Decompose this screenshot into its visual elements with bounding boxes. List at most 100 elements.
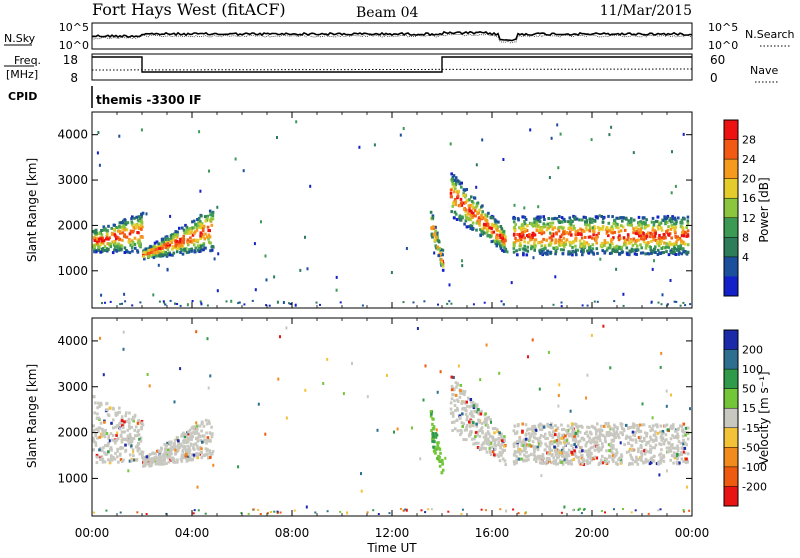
range-cell: [651, 216, 655, 220]
range-cell: [112, 223, 116, 227]
ground-cell: [446, 302, 449, 305]
range-cell: [681, 434, 685, 438]
range-cell: [628, 462, 632, 465]
range-cell: [521, 422, 524, 426]
range-cell: [172, 443, 176, 447]
range-cell: [664, 424, 667, 428]
range-cell: [670, 454, 674, 458]
range-cell: [160, 250, 164, 254]
range-cell: [135, 215, 138, 219]
range-cell: [548, 425, 551, 429]
range-cell: [566, 432, 570, 436]
range-cell: [207, 456, 210, 460]
range-cell: [194, 442, 198, 446]
range-cell: [134, 223, 138, 227]
range-cell: [118, 230, 122, 233]
range-cell: [652, 459, 656, 463]
range-cell: [624, 423, 628, 427]
range-cell: [133, 413, 137, 417]
ground-cell: [315, 301, 318, 304]
range-cell: [150, 253, 154, 257]
range-cell: [680, 218, 684, 222]
range-cell: [670, 223, 674, 227]
range-cell: [98, 426, 102, 430]
range-cell: [603, 241, 607, 245]
range-cell: [494, 447, 497, 451]
range-cell: [485, 231, 489, 235]
range-cell: [181, 241, 185, 245]
x-tick-label: 00:00: [675, 526, 710, 540]
range-cell: [161, 253, 164, 257]
sparse-cell: [253, 242, 256, 246]
range-cell: [184, 448, 188, 452]
range-cell: [205, 452, 209, 456]
range-cell: [635, 455, 638, 459]
sparse-cell: [481, 138, 484, 142]
range-cell: [480, 227, 484, 231]
sparse-cell: [335, 288, 338, 292]
range-cell: [527, 241, 530, 245]
colorbar-cell: [724, 256, 738, 277]
sparse-cell: [360, 489, 363, 493]
range-cell: [579, 242, 582, 246]
range-cell: [104, 428, 107, 432]
x-tick-label: 08:00: [275, 526, 310, 540]
range-cell: [587, 439, 591, 443]
range-cell: [578, 439, 582, 443]
range-cell: [465, 424, 469, 427]
range-cell: [658, 430, 662, 434]
range-cell: [209, 219, 213, 223]
range-cell: [441, 263, 444, 266]
range-cell: [468, 207, 471, 210]
range-cell: [134, 246, 137, 250]
range-cell: [140, 219, 143, 223]
range-cell: [678, 246, 682, 250]
range-cell: [202, 424, 206, 428]
ground-cell: [136, 511, 139, 514]
range-cell: [177, 447, 180, 451]
range-cell: [538, 444, 542, 448]
range-cell: [523, 222, 527, 226]
range-cell: [498, 459, 502, 463]
range-cell: [580, 424, 583, 428]
range-cell: [482, 216, 485, 220]
range-cell: [116, 455, 119, 459]
range-cell: [471, 437, 474, 441]
range-cell: [210, 213, 214, 217]
ground-cell: [650, 301, 653, 304]
range-cell: [573, 226, 576, 230]
range-cell: [529, 222, 533, 225]
range-cell: [629, 453, 632, 457]
range-cell: [659, 435, 663, 439]
range-cell: [640, 246, 643, 250]
range-cell: [541, 253, 544, 257]
range-cell: [453, 178, 457, 182]
range-cell: [633, 252, 637, 256]
range-cell: [638, 439, 642, 442]
sky-panel: N.Sky 10^5 10^0 10^5 10^0 N.Search: [4, 21, 795, 52]
range-cell: [170, 446, 173, 450]
sparse-cell: [97, 131, 100, 134]
range-cell: [204, 453, 207, 457]
range-cell: [616, 244, 619, 248]
range-cell: [598, 227, 602, 231]
range-cell: [155, 245, 159, 249]
range-cell: [517, 423, 520, 427]
range-cell: [614, 224, 618, 228]
range-cell: [658, 235, 661, 239]
range-cell: [595, 236, 598, 240]
range-cell: [681, 247, 684, 251]
range-cell: [562, 217, 565, 221]
range-cell: [460, 181, 463, 185]
range-cell: [683, 446, 687, 450]
range-cell: [667, 253, 671, 257]
range-cell: [485, 218, 489, 222]
ground-cell: [266, 512, 269, 515]
sparse-cell: [116, 431, 119, 435]
range-cell: [452, 184, 456, 188]
range-cell: [504, 463, 507, 467]
range-cell: [654, 251, 657, 254]
range-cell: [104, 228, 107, 232]
range-cell: [532, 435, 536, 439]
range-cell: [521, 429, 524, 433]
